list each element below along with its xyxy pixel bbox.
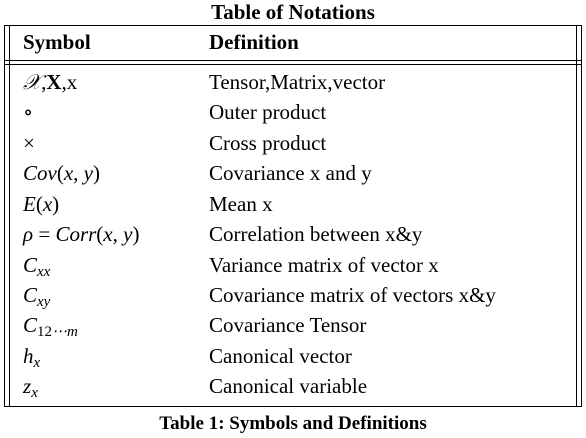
definition-covariance: Covariance x and y [209, 161, 372, 185]
top-rule [4, 25, 582, 26]
left-rule-outer [4, 25, 5, 407]
definition-covariance-matrix: Covariance matrix of vectors x&y [209, 283, 496, 307]
table-caption: Table 1: Symbols and Definitions [159, 413, 427, 434]
symbol-mean: E(x) [23, 192, 60, 216]
definition-correlation: Correlation between x&y [209, 222, 423, 246]
definition-cross-product: Cross product [209, 131, 327, 155]
symbol-covariance: Cov(x, y) [23, 161, 100, 185]
symbol-cross-product: × [23, 131, 35, 155]
symbol-covariance-matrix: Cxy [23, 283, 51, 310]
header-definition: Definition [209, 30, 299, 54]
bottom-rule [4, 406, 582, 407]
header-rule-1 [4, 60, 582, 61]
symbol-canonical-variable: zx [23, 374, 38, 401]
right-rule-outer [581, 25, 582, 407]
definition-covariance-tensor: Covariance Tensor [209, 313, 367, 337]
symbol-correlation: ρ = Corr(x, y) [23, 222, 140, 246]
symbol-outer-product: ∘ [23, 100, 34, 124]
definition-canonical-vector: Canonical vector [209, 344, 352, 368]
right-rule-inner [576, 25, 577, 407]
header-rule-2 [4, 64, 582, 65]
definition-canonical-variable: Canonical variable [209, 374, 368, 398]
definition-mean: Mean x [209, 192, 273, 216]
left-rule-inner [9, 25, 10, 407]
symbol-tensor-matrix-vector: 𝒳,X,x [23, 70, 78, 94]
definition-outer-product: Outer product [209, 100, 327, 124]
symbol-canonical-vector: hx [23, 344, 41, 371]
symbol-variance-matrix: Cxx [23, 253, 51, 280]
definition-variance-matrix: Variance matrix of vector x [209, 253, 439, 277]
header-symbol: Symbol [23, 30, 91, 54]
symbol-covariance-tensor: C12⋯m [23, 313, 78, 340]
definition-tensor-matrix-vector: Tensor,Matrix,vector [209, 70, 386, 94]
table-title: Table of Notations [211, 0, 375, 24]
